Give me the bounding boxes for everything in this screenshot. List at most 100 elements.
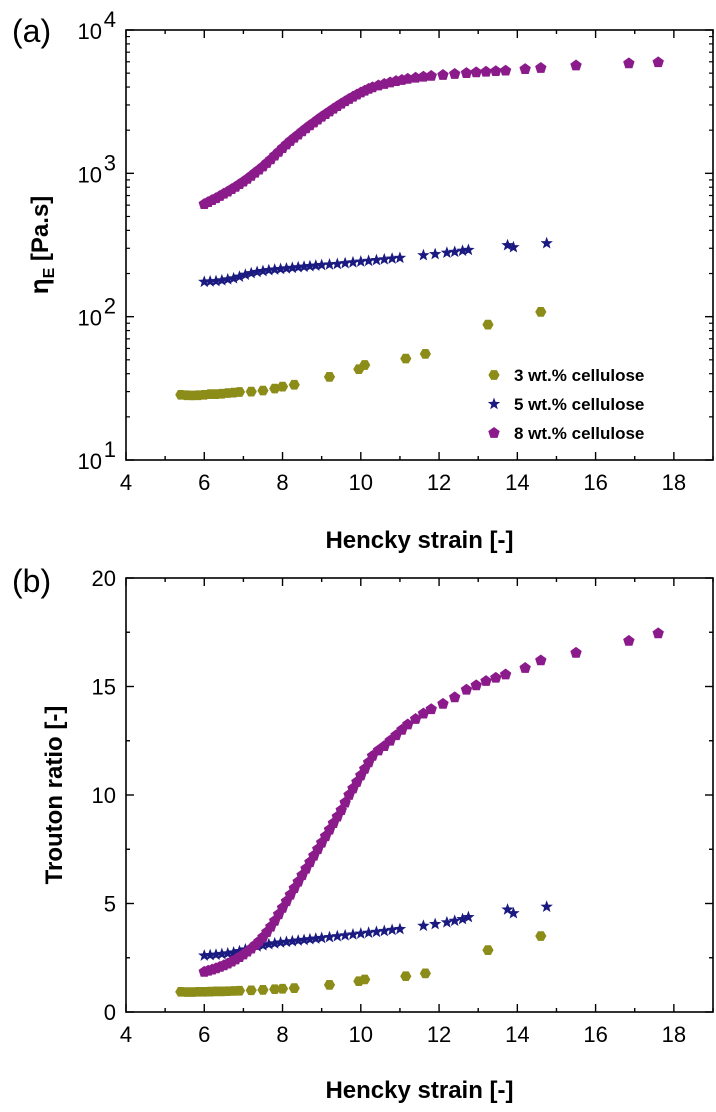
data-point bbox=[215, 273, 229, 286]
data-point bbox=[286, 934, 299, 947]
data-point bbox=[480, 675, 492, 686]
data-point bbox=[315, 931, 328, 944]
data-point bbox=[359, 360, 371, 370]
data-point bbox=[362, 926, 375, 939]
data-point bbox=[535, 654, 547, 666]
data-point bbox=[309, 259, 322, 271]
data-point bbox=[198, 275, 211, 288]
legend-marker bbox=[488, 427, 500, 438]
x-tick-label: 14 bbox=[505, 470, 529, 495]
legend-marker bbox=[487, 397, 501, 410]
data-point bbox=[274, 936, 287, 948]
panel-label: (b) bbox=[12, 563, 51, 599]
data-point bbox=[535, 307, 547, 317]
y-axis-label-unit: [Pa.s] bbox=[27, 196, 54, 268]
data-point bbox=[297, 933, 311, 946]
data-point bbox=[425, 69, 437, 81]
legend: 3 wt.% cellulose 5 wt.% cellulose 8 wt.% c… bbox=[487, 366, 644, 443]
data-point bbox=[268, 936, 281, 949]
data-point bbox=[570, 59, 582, 71]
legend-label: 5 wt.% cellulose bbox=[514, 395, 644, 414]
x-tick-label: 6 bbox=[198, 470, 210, 495]
data-point bbox=[303, 932, 317, 945]
data-point bbox=[652, 627, 664, 639]
x-tick-label: 4 bbox=[120, 1022, 132, 1047]
data-point bbox=[215, 947, 229, 960]
data-point bbox=[354, 255, 367, 267]
data-point bbox=[419, 968, 431, 979]
data-point bbox=[250, 265, 264, 278]
data-point bbox=[428, 247, 442, 260]
data-point bbox=[419, 349, 431, 359]
data-point bbox=[203, 948, 217, 961]
x-tick-label: 16 bbox=[583, 1022, 607, 1047]
data-point bbox=[499, 668, 512, 680]
panel-b: 4 6 8 10 12 14 16 18 0 5 10 15 20 Hencky strain [-] Tr… bbox=[12, 563, 714, 1104]
data-point bbox=[623, 57, 635, 69]
data-point bbox=[393, 251, 407, 264]
data-point bbox=[440, 915, 454, 928]
y-tick-label: 5 bbox=[104, 892, 116, 917]
data-point bbox=[501, 903, 514, 915]
data-point bbox=[245, 386, 257, 397]
x-tick-label: 4 bbox=[120, 470, 132, 495]
x-tick-label: 10 bbox=[349, 470, 373, 495]
data-point bbox=[425, 703, 437, 715]
y-axis-label-symbol: η bbox=[24, 278, 54, 294]
y-tick-label: 15 bbox=[92, 675, 116, 700]
data-point bbox=[428, 917, 442, 930]
data-point bbox=[462, 910, 475, 923]
data-point bbox=[209, 948, 223, 960]
data-point bbox=[256, 264, 270, 277]
data-point bbox=[303, 259, 317, 272]
data-point bbox=[331, 929, 344, 942]
series-3 bbox=[198, 627, 664, 977]
data-point bbox=[221, 272, 234, 285]
series-1 bbox=[175, 931, 547, 997]
data-point bbox=[409, 713, 422, 724]
x-tick-label: 8 bbox=[276, 1022, 288, 1047]
data-point bbox=[393, 922, 407, 935]
x-tick-label: 10 bbox=[349, 1022, 373, 1047]
data-point bbox=[276, 381, 289, 392]
data-point bbox=[346, 255, 360, 268]
x-tick-label: 8 bbox=[276, 470, 288, 495]
y-axis-label: Trouton ratio [-] bbox=[41, 706, 68, 885]
legend-label: 3 wt.% cellulose bbox=[514, 366, 644, 385]
data-point bbox=[470, 679, 482, 691]
x-tick-label: 16 bbox=[583, 470, 607, 495]
data-point bbox=[292, 260, 305, 273]
data-point bbox=[239, 268, 252, 281]
x-tick-label: 18 bbox=[662, 1022, 686, 1047]
data-point bbox=[417, 70, 430, 82]
data-point bbox=[262, 263, 276, 276]
data-point bbox=[490, 65, 502, 77]
data-point bbox=[440, 246, 454, 259]
data-point bbox=[280, 935, 293, 948]
data-point bbox=[460, 67, 473, 78]
data-point bbox=[268, 263, 281, 275]
data-point bbox=[482, 319, 494, 330]
data-point bbox=[338, 256, 352, 269]
data-point bbox=[456, 912, 469, 925]
data-point bbox=[227, 271, 240, 284]
data-point bbox=[292, 934, 305, 946]
data-point bbox=[288, 983, 300, 993]
data-point bbox=[437, 697, 449, 709]
y-axis-label-subscript: E bbox=[41, 267, 58, 278]
y-tick-label: 10 bbox=[92, 783, 116, 808]
data-point bbox=[257, 985, 269, 995]
x-axis-label: Hencky strain [-] bbox=[325, 527, 513, 554]
y-axis-label: ηE [Pa.s] bbox=[24, 196, 58, 295]
y-tick-exponent: 2 bbox=[104, 294, 116, 319]
data-point bbox=[233, 270, 246, 282]
data-point bbox=[323, 980, 336, 990]
data-point bbox=[519, 662, 531, 673]
data-point bbox=[257, 385, 269, 396]
data-point bbox=[417, 707, 430, 719]
data-point bbox=[338, 928, 352, 941]
data-point bbox=[535, 62, 547, 73]
data-point bbox=[297, 260, 311, 272]
series-2 bbox=[198, 236, 553, 288]
